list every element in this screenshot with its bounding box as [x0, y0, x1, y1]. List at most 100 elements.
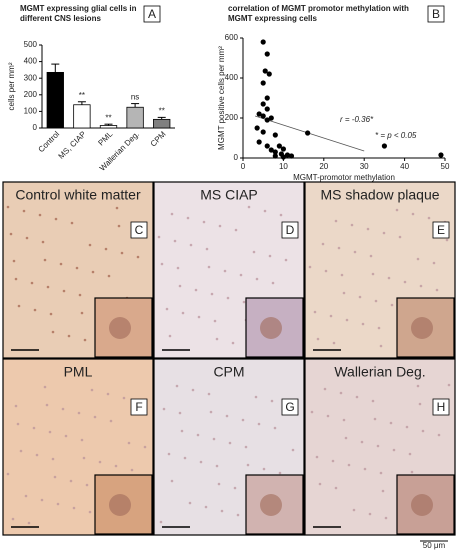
cell-nucleus — [213, 319, 217, 323]
panel-title: Wallerian Deg. — [334, 364, 425, 380]
cell-nucleus — [339, 391, 343, 395]
point — [254, 125, 260, 131]
cell-nucleus — [360, 440, 364, 444]
cell-nucleus — [352, 508, 356, 512]
cell-nucleus — [82, 456, 86, 460]
point — [280, 154, 286, 160]
cell-nucleus — [204, 505, 208, 509]
cell-nucleus — [246, 463, 250, 467]
bar — [73, 104, 91, 129]
cell-nucleus — [69, 479, 73, 483]
cell-nucleus — [83, 338, 87, 342]
cell-nucleus — [117, 224, 121, 228]
cell-nucleus — [342, 418, 346, 422]
point — [264, 117, 270, 123]
cell-nucleus — [241, 418, 245, 422]
panel-label-box — [281, 221, 299, 239]
cell-nucleus — [313, 310, 317, 314]
cell-nucleus — [255, 277, 259, 281]
cell-nucleus — [41, 240, 45, 244]
point — [272, 132, 278, 138]
cell-nucleus — [215, 337, 219, 341]
y-tick-label: 300 — [24, 73, 38, 82]
cell-nucleus — [72, 506, 76, 510]
cell-nucleus — [410, 470, 414, 474]
point — [280, 146, 286, 152]
cell-nucleus — [353, 250, 357, 254]
cell-nucleus — [220, 509, 224, 513]
cell-nucleus — [291, 448, 295, 452]
cell-nucleus — [205, 247, 209, 251]
cell-nucleus — [80, 438, 84, 442]
point — [272, 149, 278, 155]
cell-nucleus — [371, 272, 375, 276]
cell-nucleus — [70, 221, 74, 225]
cell-nucleus — [323, 387, 327, 391]
panel-title: CPM — [213, 364, 244, 380]
cell-nucleus — [33, 308, 37, 312]
cell-nucleus — [344, 436, 348, 440]
cell-nucleus — [389, 421, 393, 425]
point — [260, 39, 266, 45]
cell-nucleus — [270, 399, 274, 403]
cell-nucleus — [136, 255, 140, 259]
cell-nucleus — [310, 410, 314, 414]
cell-nucleus — [247, 205, 251, 209]
cell-nucleus — [405, 425, 409, 429]
significance-label: ** — [79, 91, 85, 100]
cell-nucleus — [93, 415, 97, 419]
cell-nucleus — [337, 246, 341, 250]
cell-nucleus — [159, 520, 163, 524]
cell-nucleus — [416, 257, 420, 261]
x-tick-label: 30 — [360, 162, 369, 171]
cell-nucleus — [376, 444, 380, 448]
significance-label: ns — [131, 93, 139, 102]
cell-nucleus — [384, 516, 388, 520]
cell-nucleus — [207, 265, 211, 269]
y-tick-label: 400 — [225, 73, 239, 82]
cell-nucleus — [321, 242, 325, 246]
cell-nucleus — [207, 392, 211, 396]
cell-nucleus — [218, 224, 222, 228]
x-tick-label: 20 — [319, 162, 328, 171]
cell-nucleus — [122, 396, 126, 400]
significance-label: ** — [105, 113, 111, 122]
x-tick-label: CPM — [149, 129, 168, 148]
cell-nucleus — [49, 312, 53, 316]
y-tick-label: 600 — [225, 33, 239, 42]
y-tick-label: 200 — [24, 90, 38, 99]
cell-nucleus — [59, 262, 63, 266]
cell-nucleus — [178, 411, 182, 415]
cell-nucleus — [6, 205, 10, 209]
panel-label-box — [143, 5, 161, 23]
point — [305, 130, 311, 136]
point — [260, 101, 266, 107]
cell-nucleus — [48, 430, 52, 434]
point — [260, 80, 266, 86]
point — [268, 147, 274, 153]
y-axis-label: cells per mm² — [7, 62, 16, 110]
significance-label: ** — [159, 106, 165, 115]
bar — [126, 106, 144, 129]
cell-nucleus — [61, 407, 65, 411]
cell-nucleus — [212, 437, 216, 441]
cell-nucleus — [88, 243, 92, 247]
cell-nucleus — [85, 483, 89, 487]
point — [260, 129, 266, 135]
cell-nucleus — [361, 322, 365, 326]
cell-nucleus — [197, 315, 201, 319]
x-tick-label: 0 — [241, 162, 246, 171]
cell-nucleus — [43, 385, 47, 389]
cell-nucleus — [373, 417, 377, 421]
cell-nucleus — [215, 464, 219, 468]
cell-nucleus — [369, 254, 373, 258]
point — [262, 68, 268, 74]
panel-label: D — [286, 223, 295, 237]
x-axis-label: MGMT-promotor methylation — [293, 173, 395, 182]
cell-nucleus — [56, 502, 60, 506]
cell-nucleus — [67, 334, 71, 338]
cell-nucleus — [12, 259, 16, 263]
point — [264, 143, 270, 149]
cell-nucleus — [262, 467, 266, 471]
cell-nucleus — [11, 517, 15, 521]
